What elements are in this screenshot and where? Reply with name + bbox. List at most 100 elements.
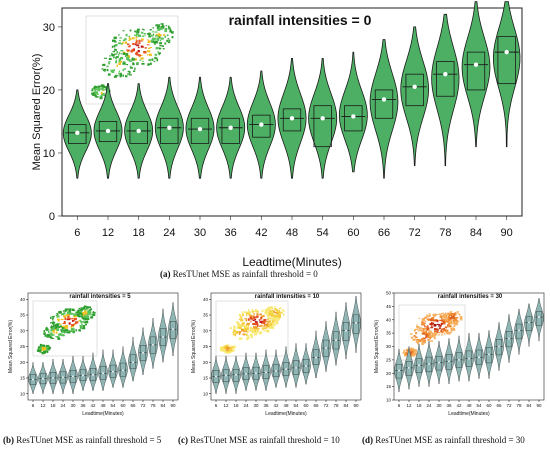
chart-c-radar-cell (222, 348, 226, 350)
chart-a-radar-cell (156, 58, 159, 62)
chart-d-y-axis-label: Mean Squared Error(%) (374, 320, 380, 373)
chart-b-mean-point (92, 373, 94, 376)
chart-c-radar-cell (221, 349, 223, 351)
chart-b-radar-cell (88, 310, 91, 312)
chart-a-radar-cell (159, 42, 163, 45)
chart-a-radar-cell (127, 51, 129, 53)
chart-d-mean-point (408, 367, 410, 369)
chart-a-radar-cell (103, 95, 107, 97)
chart-b-radar-cell (46, 346, 49, 349)
chart-a-radar-cell (120, 50, 124, 52)
chart-c-radar-cell (244, 325, 246, 327)
chart-b-ytick-label: 35 (20, 313, 26, 318)
chart-b-radar-cell (56, 312, 58, 314)
chart-b-xtick-label: 66 (130, 403, 136, 408)
chart-c-radar-cell (229, 327, 232, 329)
chart-a-radar-cell (148, 35, 152, 38)
chart-b-violin (78, 355, 88, 391)
chart-a-radar-cell (124, 41, 127, 44)
caption-a: (a) ResTUnet MSE as rainfall threshold =… (160, 269, 318, 279)
chart-d-radar-cell (416, 324, 418, 326)
chart-c-box (232, 368, 240, 382)
chart-b-radar-cell (73, 315, 76, 318)
chart-b-radar-cell (77, 310, 79, 313)
chart-d-radar-cell (448, 324, 452, 328)
caption-b: (b) ResTUnet MSE as rainfall threshold =… (3, 435, 161, 445)
chart-d-mean-point (518, 329, 520, 332)
chart-c-radar-cell (261, 322, 263, 325)
chart-a-radar-cell (160, 25, 164, 27)
chart-c-radar-cell (275, 315, 278, 318)
chart-b-ytick-label: 15 (20, 376, 26, 381)
chart-b-radar-cell (73, 330, 75, 333)
chart-b-violin (108, 349, 118, 388)
chart-b-radar-cell (79, 325, 82, 328)
chart-a-xtick-label: 6 (74, 227, 80, 239)
chart-d-radar-cell (459, 319, 463, 321)
chart-a-mean-point (443, 71, 448, 77)
chart-d-title: rainfall intensities = 30 (438, 294, 503, 300)
chart-c-radar-cell (270, 314, 273, 316)
chart-a-radar-cell (164, 42, 167, 45)
chart-c-ytick-label: 15 (203, 376, 209, 381)
chart-c-radar-cell (276, 311, 279, 315)
chart-a-radar-cell (123, 68, 126, 70)
chart-d-radar-cell (432, 322, 435, 325)
chart-b-radar-cell (56, 336, 59, 338)
chart-a-violin (492, 1, 521, 148)
chart-a-radar-cell (101, 88, 104, 91)
chart-d-radar-cell (421, 319, 425, 322)
chart-b-violin (68, 355, 78, 394)
chart-c-radar-cell (266, 311, 269, 315)
chart-a-radar-cell (138, 42, 141, 44)
chart-b-radar-cell (80, 307, 84, 309)
chart-b-radar-cell (46, 350, 49, 353)
chart-d-ytick-label: 40 (386, 317, 392, 322)
chart-a-radar-cell (122, 69, 125, 72)
chart-b-radar-cell (56, 328, 59, 331)
chart-d-box (515, 323, 523, 340)
chart-b-ytick-label: 25 (20, 344, 26, 349)
chart-d-radar-cell (452, 315, 455, 318)
chart-a-radar-cell (149, 53, 152, 56)
chart-d-radar-cell (418, 329, 422, 332)
chart-b-radar-cell (43, 332, 46, 335)
chart-c-radar-cell (242, 314, 245, 317)
chart-c-radar-cell (261, 327, 264, 330)
chart-d-radar-cell (414, 336, 418, 338)
chart-c-radar-cell (253, 326, 256, 329)
chart-a-radar-cell (125, 53, 129, 56)
chart-c-radar-cell (242, 333, 245, 336)
chart-c-radar-cell (243, 328, 247, 331)
chart-c-radar-cell (277, 317, 281, 320)
chart-d-radar-cell (423, 331, 427, 333)
chart-d-radar-cell (450, 313, 454, 315)
chart-c-box (292, 360, 300, 375)
chart-a-radar-cell (140, 54, 143, 56)
chart-b-radar-cell (81, 323, 83, 325)
chart-a-ytick-label: 20 (43, 85, 55, 97)
chart-c-radar-cell (268, 317, 272, 320)
chart-a-radar-cell (137, 34, 141, 37)
chart-c-radar-cell (247, 335, 250, 337)
chart-d-radar-cell (438, 313, 442, 315)
chart-a-radar-cell (154, 58, 157, 60)
chart-a-radar-cell (154, 56, 156, 59)
chart-a-radar-cell (118, 34, 120, 36)
chart-b-radar-cell (50, 329, 53, 332)
chart-a-radar-cell (147, 50, 151, 53)
chart-c-radar-cell (270, 309, 274, 312)
chart-b-radar-inset (32, 300, 98, 357)
chart-c-radar-cell (273, 313, 275, 315)
chart-c-xtick-label: 6 (215, 403, 218, 408)
chart-b-radar-cell (83, 315, 87, 318)
chart-b-mean-point (82, 374, 84, 377)
chart-a-mean-point (412, 84, 417, 89)
caption-a-letter: (a) (160, 269, 171, 279)
chart-c-xtick-label: 90 (353, 403, 359, 408)
chart-d-box (505, 331, 513, 348)
chart-b-radar-cell (56, 315, 58, 318)
chart-d-radar-cell (451, 317, 453, 319)
chart-d-radar-cell (447, 313, 450, 315)
chart-a-radar-cell (99, 96, 103, 100)
